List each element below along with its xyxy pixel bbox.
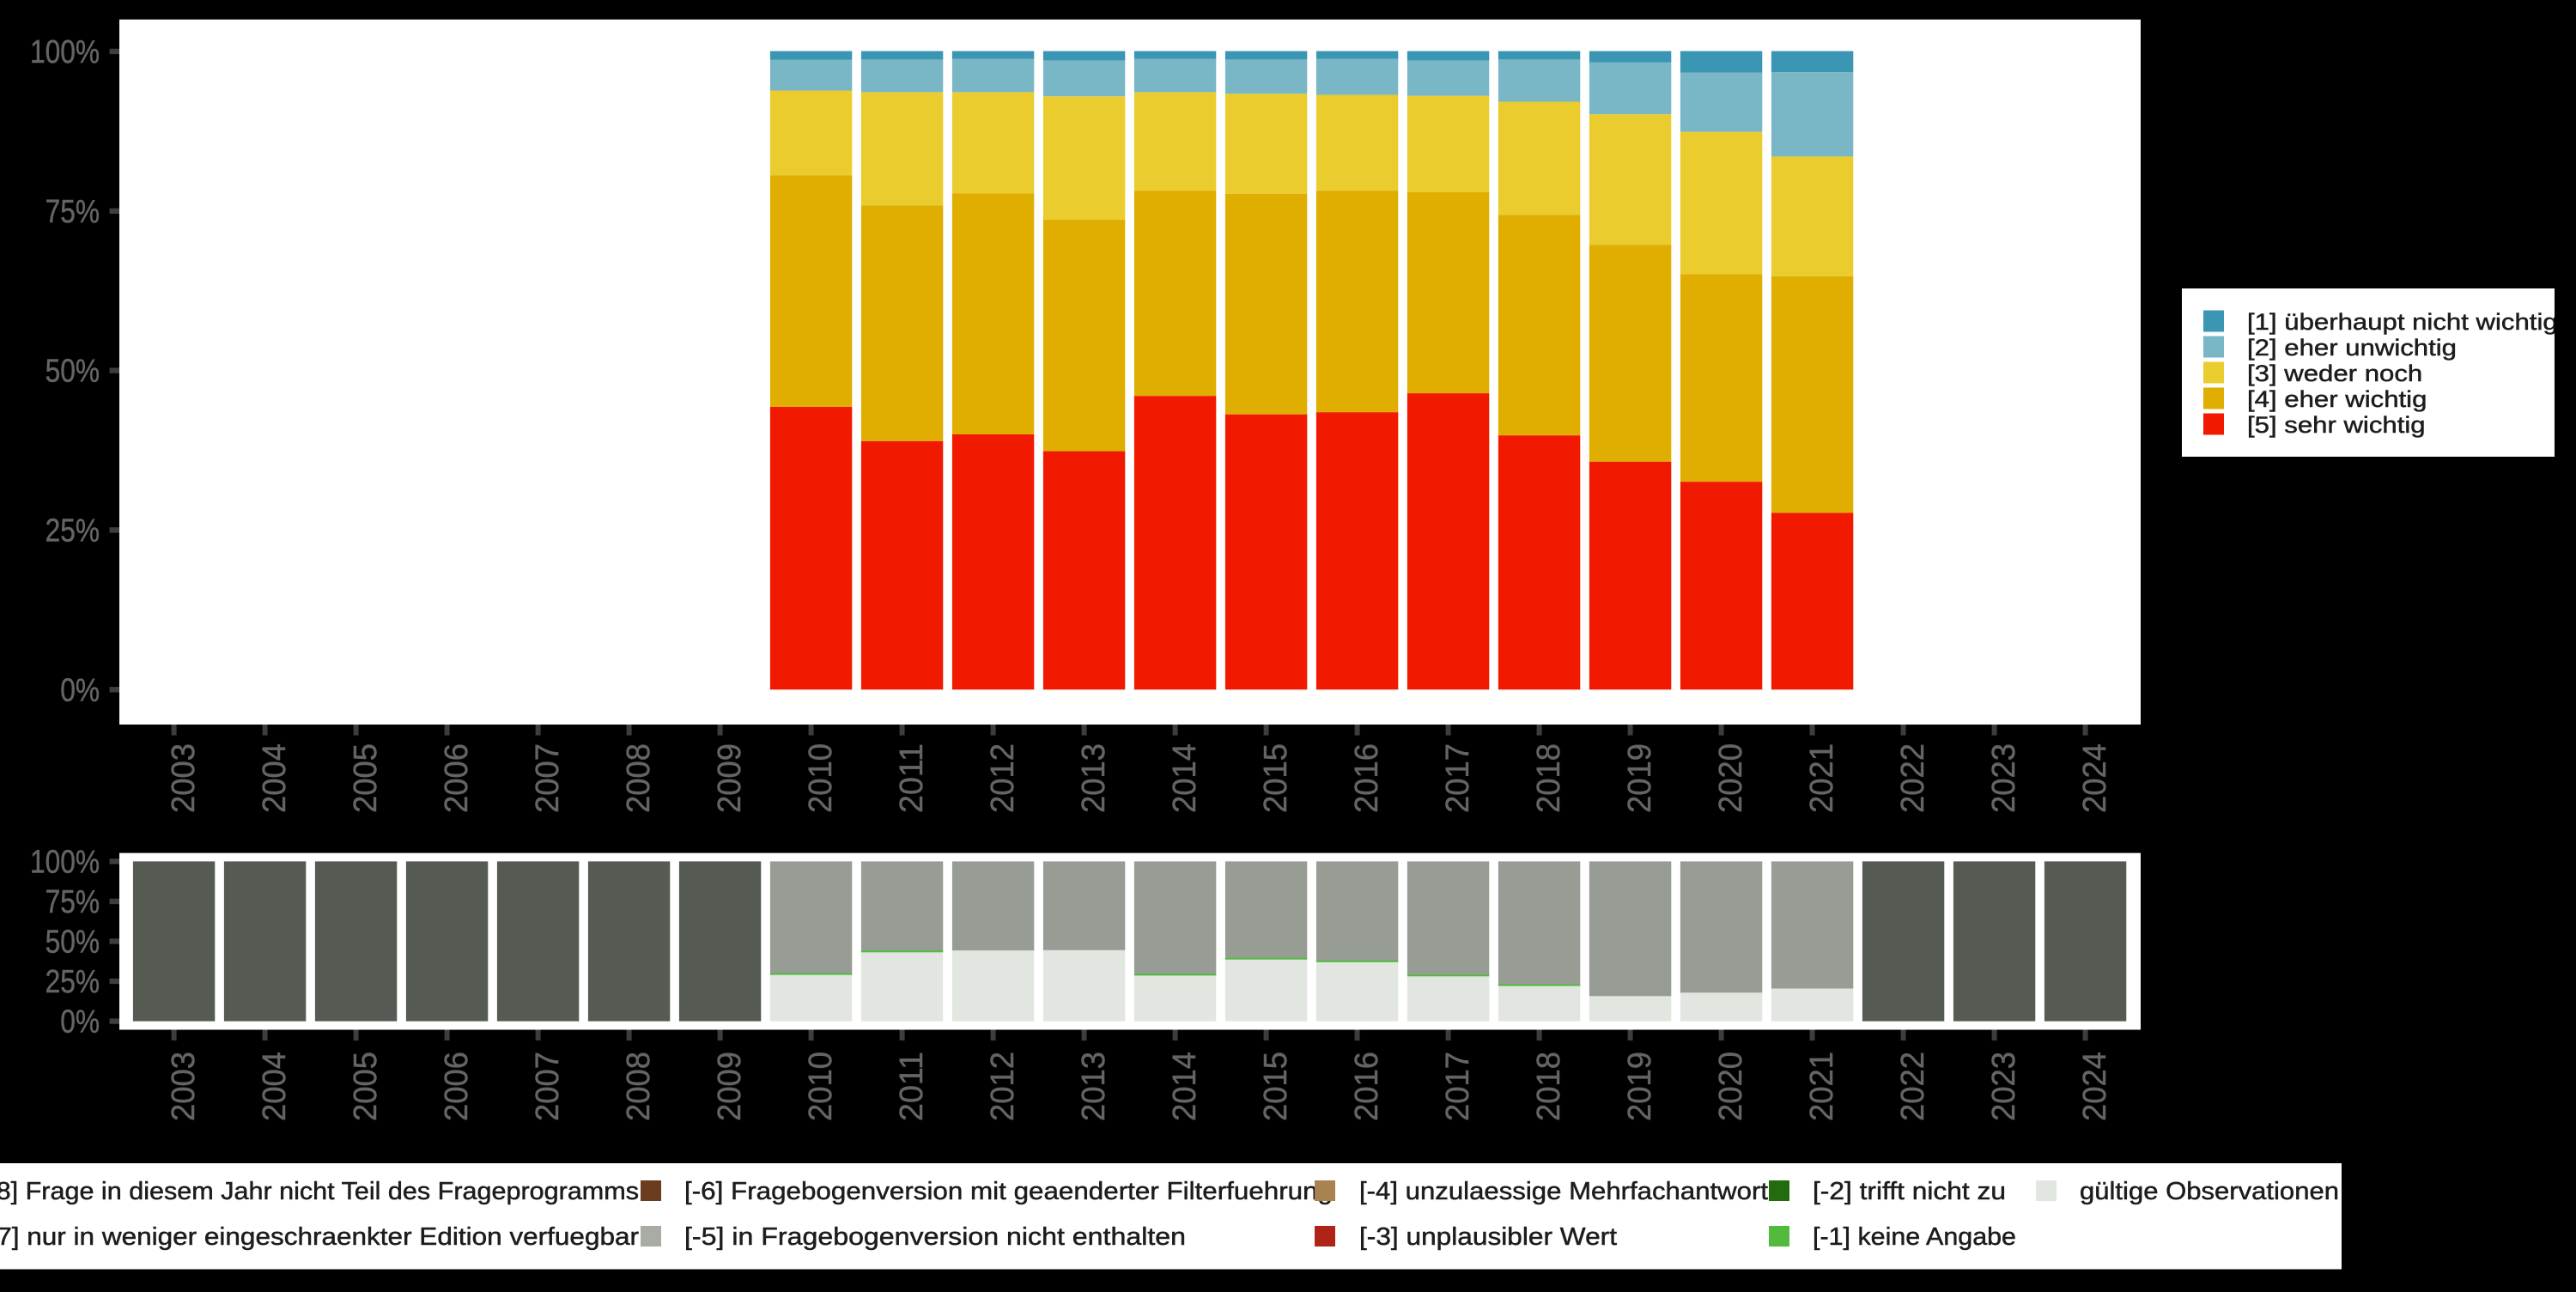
svg-text:2021: 2021 (1804, 743, 1840, 813)
svg-text:[2] eher unwichtig: [2] eher unwichtig (2247, 335, 2457, 361)
svg-text:2024: 2024 (2077, 1052, 2113, 1121)
svg-text:[3] weder noch: [3] weder noch (2247, 361, 2422, 386)
svg-text:2003: 2003 (166, 1052, 202, 1121)
svg-text:2011: 2011 (894, 1052, 930, 1121)
svg-text:0%: 0% (60, 1004, 100, 1040)
svg-text:2019: 2019 (1622, 1052, 1658, 1121)
svg-text:2011: 2011 (894, 743, 930, 813)
svg-text:75%: 75% (46, 884, 100, 920)
svg-text:2016: 2016 (1349, 743, 1385, 813)
svg-text:50%: 50% (46, 925, 100, 961)
svg-text:[-6] Fragebogenversion mit gea: [-6] Fragebogenversion mit geaenderter F… (684, 1178, 1333, 1205)
svg-text:2006: 2006 (439, 743, 475, 813)
svg-text:[-2] trifft nicht zu: [-2] trifft nicht zu (1813, 1178, 2006, 1205)
svg-text:2010: 2010 (803, 743, 839, 813)
svg-text:2023: 2023 (1986, 743, 2022, 813)
svg-text:2008: 2008 (621, 743, 657, 813)
svg-text:2004: 2004 (257, 1052, 293, 1121)
svg-text:[-7] nur in weniger eingeschra: [-7] nur in weniger eingeschraenkter Edi… (0, 1223, 639, 1251)
svg-text:2016: 2016 (1349, 1052, 1385, 1121)
svg-text:25%: 25% (46, 964, 100, 1000)
svg-text:2021: 2021 (1804, 1052, 1840, 1121)
svg-text:2015: 2015 (1258, 1052, 1294, 1121)
svg-text:2012: 2012 (985, 1052, 1021, 1121)
svg-text:[-1] keine Angabe: [-1] keine Angabe (1813, 1223, 2016, 1251)
svg-text:2004: 2004 (257, 743, 293, 813)
svg-text:2020: 2020 (1713, 743, 1749, 813)
svg-text:2023: 2023 (1986, 1052, 2022, 1121)
svg-text:25%: 25% (46, 513, 100, 549)
svg-text:2007: 2007 (530, 743, 566, 813)
svg-text:50%: 50% (46, 354, 100, 390)
svg-text:100%: 100% (30, 34, 100, 70)
svg-text:2014: 2014 (1167, 743, 1203, 813)
svg-text:2014: 2014 (1167, 1052, 1203, 1121)
svg-text:2013: 2013 (1076, 1052, 1112, 1121)
svg-text:[-3] unplausibler Wert: [-3] unplausibler Wert (1359, 1223, 1617, 1251)
svg-text:2010: 2010 (803, 1052, 839, 1121)
svg-text:2005: 2005 (348, 743, 384, 813)
svg-text:2022: 2022 (1895, 1052, 1931, 1121)
svg-text:2024: 2024 (2077, 743, 2113, 813)
svg-text:0%: 0% (60, 672, 100, 708)
svg-text:2008: 2008 (621, 1052, 657, 1121)
svg-text:2009: 2009 (712, 1052, 748, 1121)
svg-text:2015: 2015 (1258, 743, 1294, 813)
svg-text:[5] sehr wichtig: [5] sehr wichtig (2247, 412, 2426, 438)
svg-text:gültige Observationen: gültige Observationen (2080, 1178, 2339, 1205)
svg-text:[-8] Frage in diesem Jahr nich: [-8] Frage in diesem Jahr nicht Teil des… (0, 1178, 639, 1205)
svg-text:2012: 2012 (985, 743, 1021, 813)
svg-text:2005: 2005 (348, 1052, 384, 1121)
svg-text:2009: 2009 (712, 743, 748, 813)
svg-text:[-4] unzulaessige Mehrfachantw: [-4] unzulaessige Mehrfachantwort (1359, 1178, 1768, 1205)
svg-text:2022: 2022 (1895, 743, 1931, 813)
svg-text:2017: 2017 (1440, 1052, 1476, 1121)
svg-text:2003: 2003 (166, 743, 202, 813)
svg-text:[-5] in Fragebogenversion nich: [-5] in Fragebogenversion nicht enthalte… (684, 1223, 1186, 1251)
svg-text:75%: 75% (46, 194, 100, 230)
svg-text:2018: 2018 (1531, 743, 1567, 813)
svg-text:2017: 2017 (1440, 743, 1476, 813)
svg-text:2007: 2007 (530, 1052, 566, 1121)
svg-text:2020: 2020 (1713, 1052, 1749, 1121)
svg-text:[4] eher wichtig: [4] eher wichtig (2247, 386, 2427, 412)
svg-text:2019: 2019 (1622, 743, 1658, 813)
svg-text:2013: 2013 (1076, 743, 1112, 813)
svg-text:100%: 100% (30, 844, 100, 880)
svg-text:[1] überhaupt nicht wichtig: [1] überhaupt nicht wichtig (2247, 309, 2558, 335)
svg-text:2018: 2018 (1531, 1052, 1567, 1121)
svg-text:2006: 2006 (439, 1052, 475, 1121)
